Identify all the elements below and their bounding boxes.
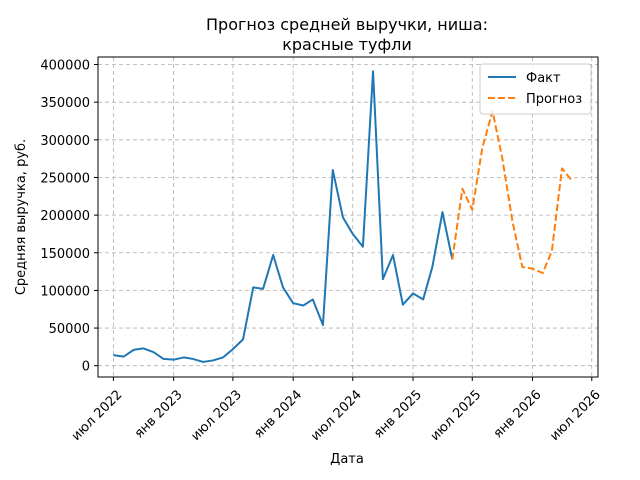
data-point xyxy=(302,304,304,306)
plot-area-frame xyxy=(97,56,599,378)
chart-title-line-1: Прогноз средней выручки, ниша: xyxy=(206,15,488,34)
data-point xyxy=(561,167,563,169)
data-point xyxy=(521,266,523,268)
data-point xyxy=(153,351,155,353)
data-point xyxy=(501,158,503,160)
series-line-forecast xyxy=(451,110,573,275)
chart-title-line-2: красные туфли xyxy=(282,35,412,54)
data-point xyxy=(192,358,194,360)
data-point xyxy=(173,359,175,361)
data-point xyxy=(542,272,544,274)
y-tick-label: 200000 xyxy=(40,209,90,224)
legend-label-forecast: Прогноз xyxy=(526,92,582,107)
y-tick-label: 300000 xyxy=(40,134,90,149)
data-point xyxy=(372,70,374,72)
data-point xyxy=(422,298,424,300)
data-point xyxy=(222,356,224,358)
data-point xyxy=(451,259,453,261)
x-axis-title: Дата xyxy=(330,452,364,467)
y-tick-label: 400000 xyxy=(40,59,90,74)
data-point xyxy=(551,250,553,252)
data-point xyxy=(481,146,483,148)
data-point xyxy=(512,221,514,223)
y-tick-label: 150000 xyxy=(40,247,90,262)
data-point xyxy=(352,233,354,235)
y-axis-title: Средняя выручка, руб. xyxy=(14,139,29,295)
y-tick-label: 250000 xyxy=(40,171,90,186)
data-point xyxy=(312,298,314,300)
legend-label-fact: Факт xyxy=(526,71,561,86)
data-point xyxy=(242,338,244,340)
data-point xyxy=(133,349,135,351)
data-point xyxy=(112,354,114,356)
series-line-fact xyxy=(113,70,454,363)
data-point xyxy=(322,324,324,326)
data-point xyxy=(532,268,534,270)
data-point xyxy=(123,356,125,358)
y-tick-label: 50000 xyxy=(49,322,90,337)
data-point xyxy=(202,361,204,363)
data-point xyxy=(332,169,334,171)
data-point xyxy=(412,292,414,294)
data-point xyxy=(571,179,573,181)
data-point xyxy=(461,188,463,190)
data-point xyxy=(282,286,284,288)
data-point xyxy=(441,211,443,213)
data-point xyxy=(252,286,254,288)
data-point xyxy=(272,254,274,256)
data-point xyxy=(392,254,394,256)
data-point xyxy=(143,347,145,349)
data-point xyxy=(342,216,344,218)
data-point xyxy=(382,278,384,280)
legend: Факт Прогноз xyxy=(479,63,592,115)
series-layer xyxy=(112,70,573,363)
data-point xyxy=(262,288,264,290)
data-point xyxy=(183,356,185,358)
data-point xyxy=(212,359,214,361)
data-point xyxy=(362,246,364,248)
data-point xyxy=(232,348,234,350)
y-axis-ticks: 0 50000 100000 150000 200000 250000 300000 3500… xyxy=(40,59,98,375)
data-point xyxy=(162,358,164,360)
y-tick-label: 350000 xyxy=(40,96,90,111)
y-tick-label: 0 xyxy=(82,360,90,375)
data-point xyxy=(402,304,404,306)
data-point xyxy=(431,266,433,268)
y-tick-label: 100000 xyxy=(40,284,90,299)
data-point xyxy=(471,209,473,211)
data-point xyxy=(292,302,294,304)
